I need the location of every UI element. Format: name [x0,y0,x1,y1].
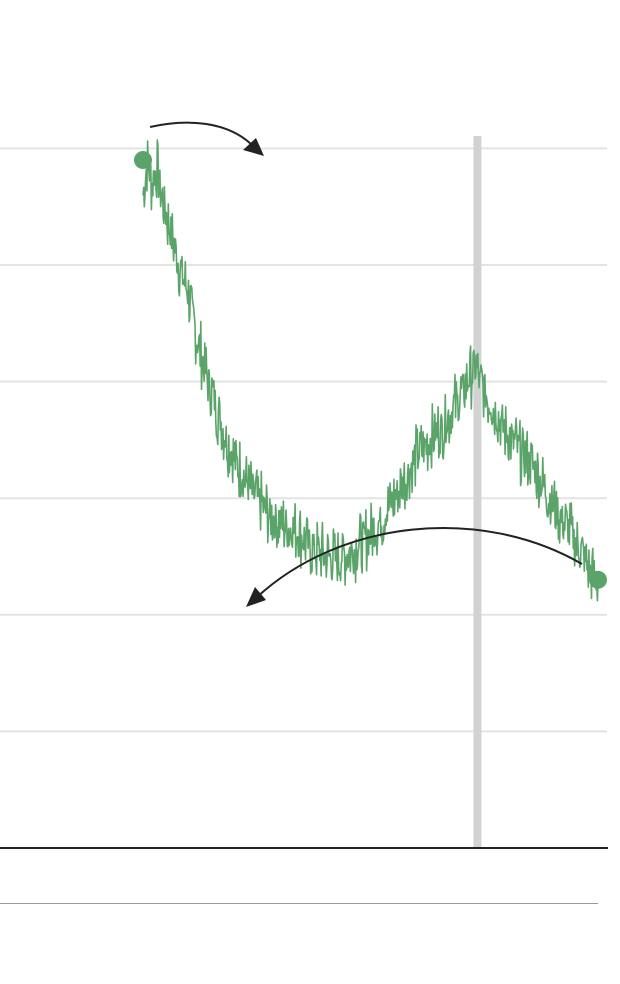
series-endpoints [134,151,607,589]
top-arrowhead-icon [243,138,264,156]
chart-gridlines [0,147,607,733]
annotation-arrows [149,121,583,607]
vertical-marker-band [473,136,482,848]
marker-band [473,136,482,848]
endpoint-dot-1 [589,570,607,589]
endpoint-dot-0 [134,151,152,170]
footer-divider [0,903,598,904]
bottom-arrow-curve [255,527,583,599]
top-arrow-curve [149,121,255,148]
chart-series [142,139,599,602]
bottom-arrowhead-icon [246,587,266,607]
series-line-0 [142,139,599,602]
